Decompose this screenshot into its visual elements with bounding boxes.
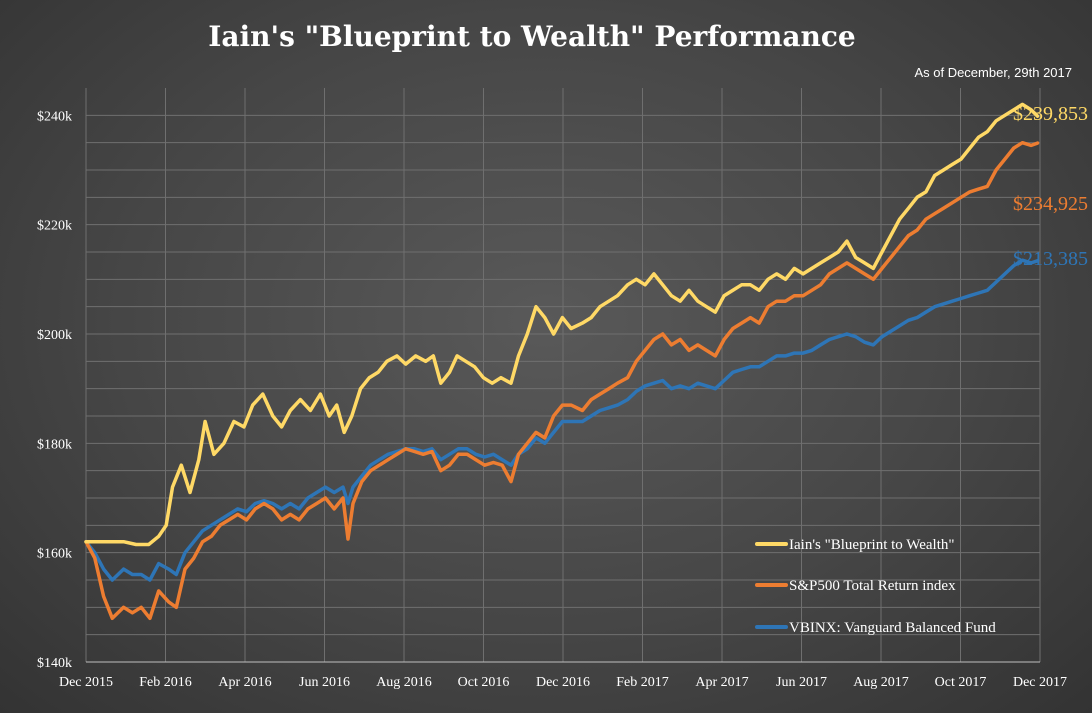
x-tick-label: Dec 2015	[59, 675, 113, 690]
x-tick-label: Jun 2016	[299, 675, 350, 690]
y-tick-label: $160k	[37, 547, 72, 562]
series-line	[84, 102, 1040, 547]
y-tick-label: $200k	[37, 328, 72, 343]
legend-label: Iain's "Blueprint to Wealth"	[789, 537, 955, 553]
x-tick-label: Aug 2017	[853, 675, 909, 690]
series-lines	[84, 102, 1040, 621]
end-value-label: $239,853	[1013, 103, 1088, 125]
grid	[85, 88, 1041, 663]
legend: Iain's "Blueprint to Wealth" S&P500 Total…	[755, 537, 996, 636]
x-tick-label: Feb 2016	[139, 675, 192, 690]
series-line	[84, 140, 1040, 621]
end-value-label: $234,925	[1013, 193, 1088, 215]
x-tick-label: Dec 2017	[1013, 675, 1067, 690]
x-tick-label: Apr 2017	[695, 675, 748, 690]
end-labels: $239,853 $234,925 $213,385	[1013, 103, 1088, 270]
axes: Dec 2015 Feb 2016 Apr 2016 Jun 2016 Aug 2016…	[37, 109, 1067, 690]
x-tick-label: Feb 2017	[616, 675, 669, 690]
legend-label: VBINX: Vanguard Balanced Fund	[789, 620, 996, 636]
y-tick-label: $140k	[37, 656, 72, 671]
chart-title: Iain's "Blueprint to Wealth" Performance	[208, 20, 855, 53]
chart-subtitle: As of December, 29th 2017	[914, 65, 1072, 80]
end-value-label: $213,385	[1013, 248, 1088, 270]
y-tick-label: $220k	[37, 219, 72, 234]
y-tick-label: $180k	[37, 437, 72, 452]
y-tick-label: $240k	[37, 109, 72, 124]
x-tick-label: Dec 2016	[536, 675, 590, 690]
x-tick-label: Jun 2017	[776, 675, 827, 690]
x-tick-label: Oct 2016	[458, 675, 510, 690]
legend-label: S&P500 Total Return index	[789, 578, 956, 594]
x-tick-label: Apr 2016	[218, 675, 271, 690]
x-tick-label: Aug 2016	[376, 675, 432, 690]
series-line	[84, 258, 1040, 582]
x-tick-label: Oct 2017	[935, 675, 987, 690]
